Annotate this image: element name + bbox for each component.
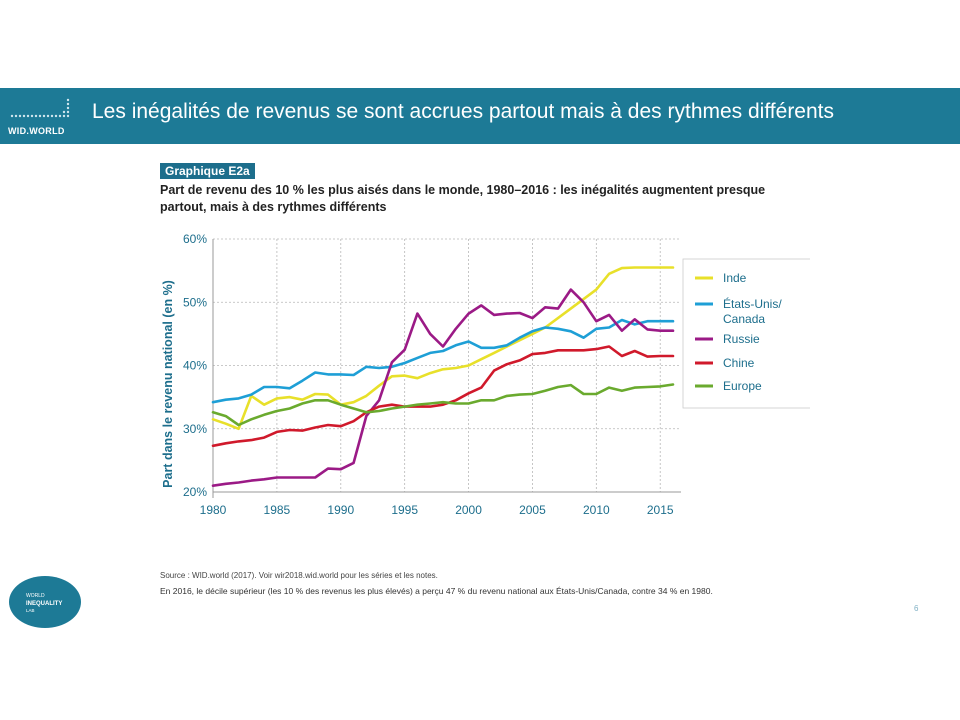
figure-title: Part de revenu des 10 % les plus aisés d… bbox=[160, 183, 766, 214]
y-tick-label: 30% bbox=[183, 422, 207, 436]
y-axis-ticks: 20% 30% 40% 50% 60% bbox=[183, 232, 207, 499]
series-line-chine bbox=[211, 345, 675, 448]
x-tick-label: 2000 bbox=[455, 503, 482, 517]
x-tick-label: 2015 bbox=[647, 503, 674, 517]
series-line-europe bbox=[211, 383, 675, 427]
lab-logo-line1: WORLD bbox=[26, 593, 45, 599]
legend-label: Europe bbox=[723, 379, 762, 393]
page-number: 6 bbox=[914, 604, 919, 613]
legend-box bbox=[682, 258, 810, 409]
lab-logo-line2: INEQUALITY bbox=[26, 601, 62, 607]
series-line-états-unis-canada bbox=[211, 318, 675, 404]
x-tick-label: 1990 bbox=[327, 503, 354, 517]
series-line-russie bbox=[211, 288, 675, 488]
figure-note: En 2016, le décile supérieur (les 10 % d… bbox=[160, 586, 713, 596]
x-tick-label: 1995 bbox=[391, 503, 418, 517]
x-tick-label: 1980 bbox=[200, 503, 227, 517]
line-chart: 20% 30% 40% 50% 60% 1980 1985 1990 1995 2000 2005… bbox=[161, 232, 810, 517]
x-tick-label: 1985 bbox=[264, 503, 291, 517]
slide-title: Les inégalités de revenus se sont accrue… bbox=[92, 100, 835, 123]
header-banner: WID.WORLD Les inégalités de revenus se s… bbox=[0, 88, 960, 144]
x-axis-ticks: 1980 1985 1990 1995 2000 2005 2010 2015 bbox=[200, 503, 674, 517]
chart-grid bbox=[212, 238, 681, 498]
logo-text: WID.WORLD bbox=[8, 126, 65, 136]
legend-label: Canada bbox=[723, 312, 765, 326]
world-inequality-lab-logo: WORLD INEQUALITY LAB bbox=[9, 576, 81, 628]
chart-legend: Inde États-Unis/Canada Russie Chine Europe bbox=[682, 258, 810, 409]
y-tick-label: 50% bbox=[183, 295, 207, 309]
x-tick-label: 2010 bbox=[583, 503, 610, 517]
wid-world-logo: WID.WORLD bbox=[8, 96, 78, 138]
legend-label: Chine bbox=[723, 356, 755, 370]
y-tick-label: 60% bbox=[183, 232, 207, 246]
series-line-inde bbox=[211, 266, 675, 431]
legend-label: États-Unis/ bbox=[723, 296, 782, 311]
y-tick-label: 20% bbox=[183, 485, 207, 499]
figure-label: Graphique E2a bbox=[160, 163, 255, 179]
wid-dots-icon bbox=[10, 98, 70, 118]
y-tick-label: 40% bbox=[183, 359, 207, 373]
y-axis-label: Part dans le revenu national (en %) bbox=[161, 280, 175, 488]
lab-logo-line3: LAB bbox=[26, 608, 35, 613]
legend-label: Russie bbox=[723, 332, 760, 346]
legend-label: Inde bbox=[723, 271, 747, 285]
chart-series bbox=[211, 266, 675, 488]
source-note: Source : WID.world (2017). Voir wir2018.… bbox=[160, 571, 438, 580]
x-tick-label: 2005 bbox=[519, 503, 546, 517]
